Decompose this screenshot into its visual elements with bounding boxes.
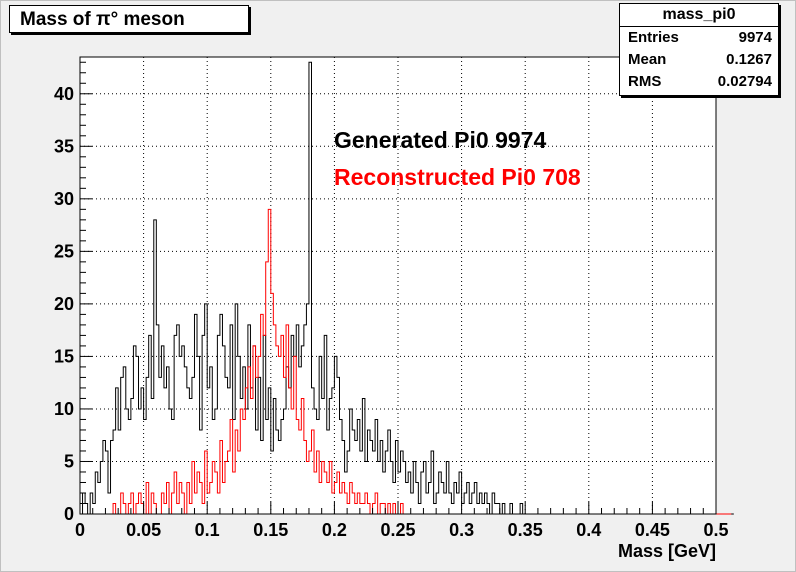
stats-row-mean: Mean 0.1267 bbox=[620, 49, 778, 71]
y-tick-label: 40 bbox=[54, 84, 74, 104]
stats-box: mass_pi0 Entries 9974 Mean 0.1267 RMS 0.… bbox=[619, 3, 779, 96]
x-tick-label: 0.2 bbox=[322, 520, 347, 540]
x-tick-label: 0 bbox=[75, 520, 85, 540]
y-tick-label: 0 bbox=[64, 504, 74, 524]
x-tick-label: 0.4 bbox=[576, 520, 601, 540]
stats-label: Entries bbox=[628, 29, 679, 46]
x-tick-label: 0.3 bbox=[449, 520, 474, 540]
stats-label: RMS bbox=[628, 73, 662, 90]
x-tick-label: 0.15 bbox=[253, 520, 288, 540]
chart-title: Mass of π° meson bbox=[9, 5, 249, 33]
stats-label: Mean bbox=[628, 51, 667, 68]
y-tick-label: 25 bbox=[54, 241, 74, 261]
x-tick-label: 0.35 bbox=[508, 520, 543, 540]
stats-value: 0.1267 bbox=[726, 51, 772, 68]
stats-row-entries: Entries 9974 bbox=[620, 27, 778, 49]
legend-reconstructed: Reconstructed Pi0 708 bbox=[334, 164, 581, 190]
x-tick-label: 0.5 bbox=[703, 520, 728, 540]
stats-value: 9974 bbox=[738, 29, 772, 46]
stats-value: 0.02794 bbox=[717, 73, 772, 90]
y-tick-label: 35 bbox=[54, 136, 74, 156]
x-axis-title: Mass [GeV] bbox=[618, 541, 716, 561]
stats-row-rms: RMS 0.02794 bbox=[620, 71, 778, 93]
x-tick-label: 0.1 bbox=[195, 520, 220, 540]
legend-generated: Generated Pi0 9974 bbox=[334, 127, 546, 153]
y-tick-label: 15 bbox=[54, 346, 74, 366]
x-tick-label: 0.25 bbox=[380, 520, 415, 540]
stats-box-name: mass_pi0 bbox=[620, 4, 778, 27]
y-tick-label: 30 bbox=[54, 189, 74, 209]
x-tick-label: 0.05 bbox=[126, 520, 161, 540]
y-tick-label: 20 bbox=[54, 294, 74, 314]
y-tick-label: 5 bbox=[64, 451, 74, 471]
y-tick-label: 10 bbox=[54, 399, 74, 419]
chart-title-text: Mass of π° meson bbox=[20, 9, 185, 30]
x-tick-label: 0.45 bbox=[635, 520, 670, 540]
